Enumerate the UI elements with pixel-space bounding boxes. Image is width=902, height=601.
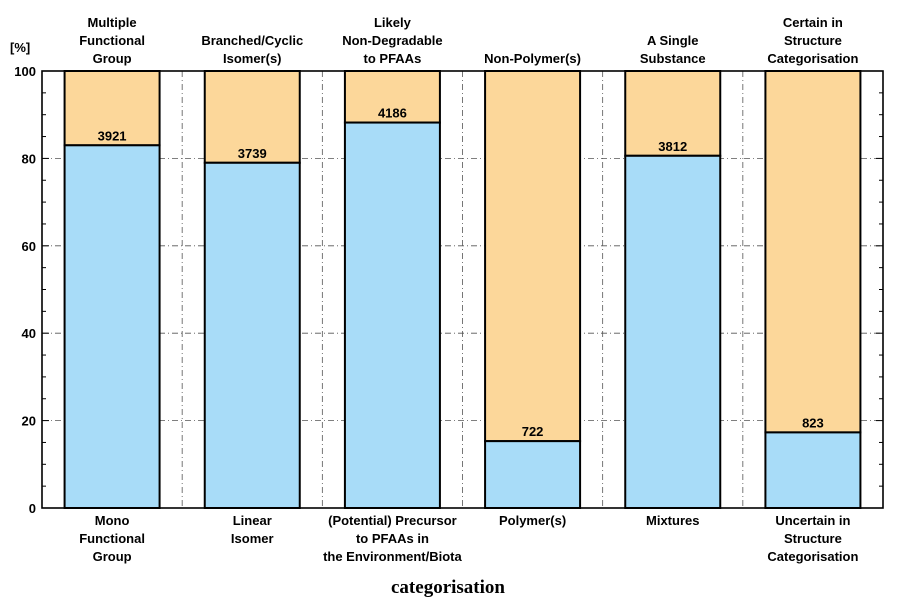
top-category-label: Isomer(s) [223, 51, 282, 66]
bars [63, 70, 862, 510]
top-category-label: Branched/Cyclic [201, 33, 303, 48]
top-category-label: Categorisation [767, 51, 858, 66]
bottom-category-label: Functional [79, 531, 145, 546]
bar-top-segment [764, 70, 862, 434]
bottom-category-label: Mono [95, 513, 130, 528]
top-category-label: A Single [647, 33, 699, 48]
bar-bottom-segment [764, 431, 862, 509]
bar-top-segment [484, 70, 582, 443]
top-category-label: Substance [640, 51, 706, 66]
bottom-category-label: (Potential) Precursor [328, 513, 457, 528]
y-tick-label: 40 [22, 326, 36, 341]
bottom-category-label: the Environment/Biota [323, 549, 462, 564]
bar-top-segment [343, 70, 441, 124]
top-category-label: Certain in [783, 15, 843, 30]
top-category-label: Group [93, 51, 132, 66]
bar-bottom-segment [343, 121, 441, 509]
bottom-category-label: Structure [784, 531, 842, 546]
y-axis-label: [%] [10, 40, 30, 55]
labels: 3921 Multiple Functional Group Mono Functiona… [79, 15, 858, 564]
top-category-label: to PFAAs [364, 51, 422, 66]
bar-bottom-segment [624, 154, 722, 509]
grid-lines [42, 71, 883, 508]
bottom-category-label: Linear [233, 513, 272, 528]
axes: 0 20 40 60 80 100 [14, 64, 884, 516]
bottom-category-label: Isomer [231, 531, 274, 546]
y-tick-label: 60 [22, 239, 36, 254]
y-tick-label: 100 [14, 64, 36, 79]
bottom-category-label: Categorisation [767, 549, 858, 564]
bottom-category-label: Polymer(s) [499, 513, 566, 528]
y-tick-label: 0 [29, 501, 36, 516]
x-axis-label: categorisation [391, 577, 505, 598]
top-category-label: Non-Degradable [342, 33, 442, 48]
top-category-label: Structure [784, 33, 842, 48]
top-category-label: Functional [79, 33, 145, 48]
bottom-category-label: Uncertain in [775, 513, 850, 528]
y-tick-label: 80 [22, 151, 36, 166]
bar-bottom-segment [63, 144, 161, 509]
count-label: 823 [802, 415, 824, 430]
top-category-label: Likely [374, 15, 412, 30]
bar-top-segment [203, 70, 301, 164]
bar-bottom-segment [203, 161, 301, 510]
count-label: 3921 [98, 128, 127, 143]
bar-bottom-segment [484, 440, 582, 510]
bottom-category-label: Group [93, 549, 132, 564]
y-tick-label: 20 [22, 414, 36, 429]
top-category-label: Multiple [88, 15, 137, 30]
count-label: 3739 [238, 146, 267, 161]
bottom-category-label: Mixtures [646, 513, 699, 528]
count-label: 4186 [378, 106, 407, 121]
top-category-label: Non-Polymer(s) [484, 51, 581, 66]
bottom-category-label: to PFAAs in [356, 531, 429, 546]
count-label: 722 [522, 424, 544, 439]
count-label: 3812 [658, 139, 687, 154]
